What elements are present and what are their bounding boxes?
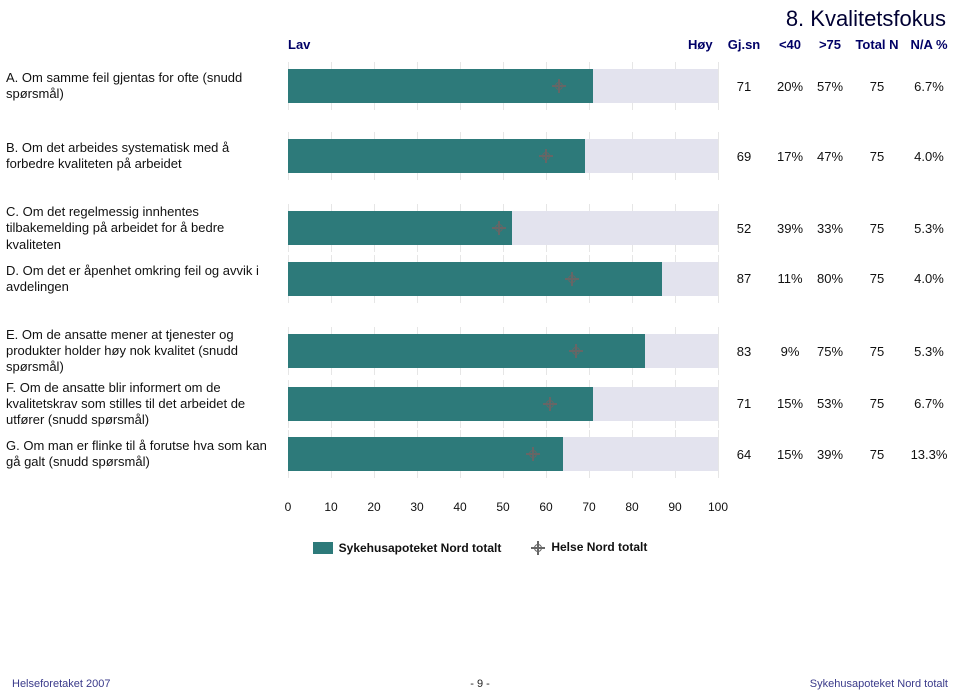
- val-na: 5.3%: [904, 221, 954, 236]
- col-totaln: Total N: [850, 37, 904, 52]
- val-na: 6.7%: [904, 79, 954, 94]
- val-totaln: 75: [850, 79, 904, 94]
- chart-row: B. Om det arbeides systematisk med å for…: [0, 132, 960, 180]
- val-gt75: 53%: [810, 396, 850, 411]
- bar: [288, 69, 593, 103]
- bar: [288, 211, 512, 245]
- col-hoy: Høy: [688, 37, 713, 52]
- val-totaln: 75: [850, 447, 904, 462]
- footer-page: - 9 -: [470, 678, 490, 690]
- footer-left: Helseforetaket 2007: [12, 678, 110, 690]
- val-lt40: 15%: [770, 447, 810, 462]
- bar: [288, 262, 662, 296]
- val-na: 13.3%: [904, 447, 954, 462]
- val-totaln: 75: [850, 344, 904, 359]
- axis-tick: 70: [582, 500, 595, 514]
- bar: [288, 139, 585, 173]
- x-axis: 0 10 20 30 40 50 60 70 80 90 100: [0, 500, 960, 520]
- bar: [288, 437, 563, 471]
- val-totaln: 75: [850, 396, 904, 411]
- row-label: C. Om det regelmessig innhentes tilbakem…: [0, 202, 288, 255]
- axis-tick: 100: [708, 500, 728, 514]
- val-gt75: 33%: [810, 221, 850, 236]
- val-na: 6.7%: [904, 396, 954, 411]
- chart-row: G. Om man er flinke til å forutse hva so…: [0, 430, 960, 478]
- chart-row: F. Om de ansatte blir informert om de kv…: [0, 378, 960, 431]
- col-gt75: >75: [810, 37, 850, 52]
- axis-tick: 30: [410, 500, 423, 514]
- val-gt75: 39%: [810, 447, 850, 462]
- footer: Helseforetaket 2007 - 9 - Sykehusapoteke…: [0, 678, 960, 690]
- legend: Sykehusapoteket Nord totalt Helse Nord t…: [0, 540, 960, 555]
- row-label: A. Om samme feil gjentas for ofte (snudd…: [0, 68, 288, 105]
- axis-tick: 0: [285, 500, 292, 514]
- bar: [288, 387, 593, 421]
- column-headers: Lav Høy Gj.sn <40 >75 Total N N/A %: [0, 32, 960, 56]
- val-gt75: 57%: [810, 79, 850, 94]
- val-na: 4.0%: [904, 149, 954, 164]
- val-totaln: 75: [850, 149, 904, 164]
- val-lt40: 17%: [770, 149, 810, 164]
- bar: [288, 334, 645, 368]
- col-gjsn: Gj.sn: [718, 37, 770, 52]
- val-gjsn: 64: [718, 447, 770, 462]
- axis-tick: 80: [625, 500, 638, 514]
- val-gt75: 80%: [810, 271, 850, 286]
- axis-tick: 20: [367, 500, 380, 514]
- row-label: D. Om det er åpenhet omkring feil og avv…: [0, 261, 288, 298]
- chart-row: E. Om de ansatte mener at tjenester og p…: [0, 325, 960, 378]
- row-label: B. Om det arbeides systematisk med å for…: [0, 138, 288, 175]
- val-gjsn: 71: [718, 396, 770, 411]
- footer-right: Sykehusapoteket Nord totalt: [810, 678, 948, 690]
- legend-series1: Sykehusapoteket Nord totalt: [313, 541, 502, 555]
- val-lt40: 9%: [770, 344, 810, 359]
- val-totaln: 75: [850, 271, 904, 286]
- val-lt40: 39%: [770, 221, 810, 236]
- row-label: G. Om man er flinke til å forutse hva so…: [0, 436, 288, 473]
- chart-row: C. Om det regelmessig innhentes tilbakem…: [0, 202, 960, 255]
- val-na: 4.0%: [904, 271, 954, 286]
- val-lt40: 11%: [770, 271, 810, 286]
- chart: Lav Høy Gj.sn <40 >75 Total N N/A % A. O…: [0, 32, 960, 555]
- val-gt75: 75%: [810, 344, 850, 359]
- val-gjsn: 83: [718, 344, 770, 359]
- col-lav: Lav: [288, 37, 310, 52]
- val-lt40: 15%: [770, 396, 810, 411]
- axis-tick: 50: [496, 500, 509, 514]
- axis-tick: 40: [453, 500, 466, 514]
- val-gjsn: 69: [718, 149, 770, 164]
- axis-tick: 90: [668, 500, 681, 514]
- row-label: E. Om de ansatte mener at tjenester og p…: [0, 325, 288, 378]
- val-na: 5.3%: [904, 344, 954, 359]
- val-totaln: 75: [850, 221, 904, 236]
- val-gjsn: 52: [718, 221, 770, 236]
- col-na: N/A %: [904, 37, 954, 52]
- axis-tick: 60: [539, 500, 552, 514]
- val-gjsn: 71: [718, 79, 770, 94]
- axis-tick: 10: [324, 500, 337, 514]
- val-gt75: 47%: [810, 149, 850, 164]
- page-title: 8. Kvalitetsfokus: [786, 6, 946, 32]
- chart-row: A. Om samme feil gjentas for ofte (snudd…: [0, 62, 960, 110]
- col-lt40: <40: [770, 37, 810, 52]
- val-lt40: 20%: [770, 79, 810, 94]
- row-label: F. Om de ansatte blir informert om de kv…: [0, 378, 288, 431]
- val-gjsn: 87: [718, 271, 770, 286]
- legend-series2: Helse Nord totalt: [531, 540, 647, 555]
- chart-row: D. Om det er åpenhet omkring feil og avv…: [0, 255, 960, 303]
